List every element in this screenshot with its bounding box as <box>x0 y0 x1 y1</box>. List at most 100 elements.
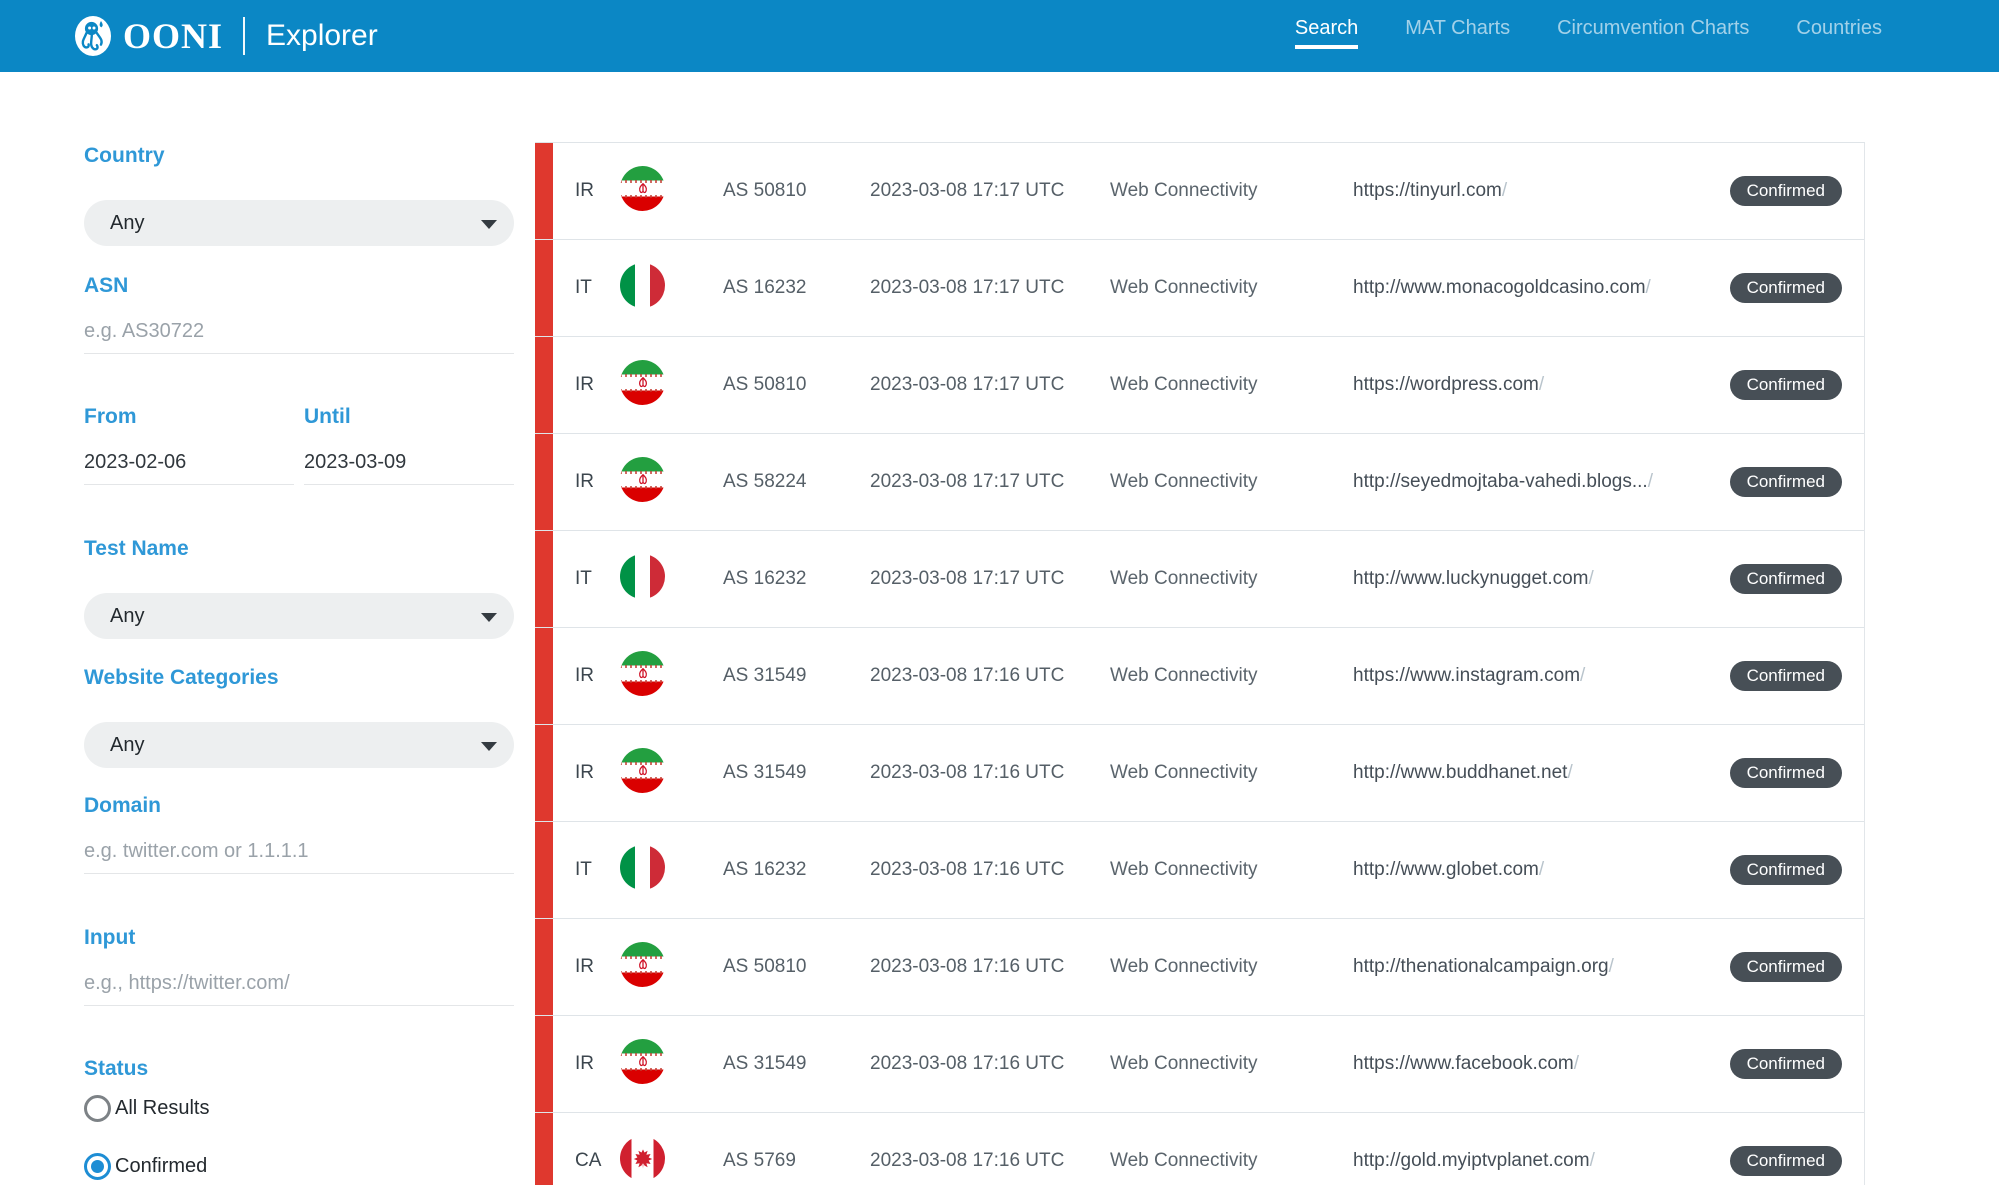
test-name-select[interactable]: Any <box>84 593 514 639</box>
test-name-value: Web Connectivity <box>1110 1150 1258 1171</box>
country-flag-icon <box>620 360 665 405</box>
test-name-value: Web Connectivity <box>1110 471 1258 492</box>
radio-all-results[interactable]: All Results <box>84 1091 514 1125</box>
country-code: IR <box>575 374 594 395</box>
measurement-row[interactable]: IR AS 58224 2023-03-08 17:17 UTC Web Con… <box>535 434 1864 531</box>
flag-cell <box>620 1136 723 1185</box>
radio-all-results-label: All Results <box>115 1096 210 1119</box>
url-text: http://gold.myiptvplanet.com <box>1353 1150 1590 1171</box>
brand-name: OONI <box>123 16 224 56</box>
measurement-row[interactable]: IR AS 31549 2023-03-08 17:16 UTC Web Con… <box>535 725 1864 822</box>
url-trailing-slash: / <box>1567 762 1573 783</box>
measurement-url: http://www.globet.com/ <box>1353 859 1730 881</box>
domain-label: Domain <box>84 794 162 817</box>
iran-emblem-icon <box>638 473 647 484</box>
measurement-row[interactable]: IR AS 31549 2023-03-08 17:16 UTC Web Con… <box>535 1016 1864 1113</box>
measurement-url: http://thenationalcampaign.org/ <box>1353 956 1730 978</box>
test-name-value: Web Connectivity <box>1110 374 1258 395</box>
flag-band <box>620 1067 665 1071</box>
url-text: http://www.monacogoldcasino.com <box>1353 277 1646 298</box>
measurement-row[interactable]: IR AS 31549 2023-03-08 17:16 UTC Web Con… <box>535 628 1864 725</box>
measurement-url: https://www.facebook.com/ <box>1353 1053 1730 1075</box>
url-trailing-slash: / <box>1538 374 1545 395</box>
input-url-input[interactable] <box>84 962 514 1006</box>
radio-confirmed-label: Confirmed <box>115 1154 208 1177</box>
iran-emblem-icon <box>638 764 647 775</box>
domain-input[interactable] <box>84 830 514 874</box>
flag-cell <box>620 166 723 216</box>
measurement-date: 2023-03-08 17:16 UTC <box>870 665 1065 686</box>
website-categories-select-value: Any <box>110 733 145 756</box>
test-name-select-value: Any <box>110 604 145 627</box>
measurement-row[interactable]: IT AS 16232 2023-03-08 17:16 UTC Web Con… <box>535 822 1864 919</box>
country-flag-icon <box>620 748 665 793</box>
measurement-date: 2023-03-08 17:17 UTC <box>870 180 1065 201</box>
country-flag-icon <box>620 554 665 599</box>
measurement-url: http://www.monacogoldcasino.com/ <box>1353 277 1730 299</box>
flag-cell <box>620 748 723 798</box>
iran-emblem-icon <box>638 958 647 969</box>
status-badge: Confirmed <box>1729 952 1842 982</box>
ooni-explorer-logo[interactable]: OONI Explorer <box>74 15 378 57</box>
asn-value: AS 31549 <box>723 665 807 686</box>
radio-confirmed[interactable]: Confirmed <box>84 1149 514 1183</box>
url-trailing-slash: / <box>1501 180 1508 201</box>
country-flag-icon <box>620 457 665 502</box>
asn-value: AS 16232 <box>723 277 807 298</box>
status-badge: Confirmed <box>1729 176 1842 206</box>
measurement-url: http://seyedmojtaba-vahedi.blogs.../ <box>1353 471 1730 493</box>
measurement-row[interactable]: IT AS 16232 2023-03-08 17:17 UTC Web Con… <box>535 240 1864 337</box>
chevron-down-icon <box>481 613 497 622</box>
url-text: https://tinyurl.com <box>1353 180 1502 201</box>
website-categories-select[interactable]: Any <box>84 722 514 768</box>
country-code: IR <box>575 762 594 783</box>
until-date-input[interactable] <box>304 441 514 485</box>
url-text: http://www.globet.com <box>1353 859 1539 880</box>
radio-selected-icon <box>84 1152 111 1180</box>
measurement-date: 2023-03-08 17:17 UTC <box>870 471 1065 492</box>
measurement-row[interactable]: IR AS 50810 2023-03-08 17:17 UTC Web Con… <box>535 143 1864 240</box>
iran-emblem-icon <box>638 1055 647 1066</box>
filter-input: Input <box>84 926 514 1006</box>
results-list: IR AS 50810 2023-03-08 17:17 UTC Web Con… <box>535 142 1865 1185</box>
chevron-down-icon <box>481 220 497 229</box>
test-name-value: Web Connectivity <box>1110 956 1258 977</box>
country-flag-icon <box>620 651 665 696</box>
flag-band <box>620 194 665 198</box>
iran-emblem-icon <box>638 667 647 678</box>
measurement-row[interactable]: CA AS 5769 2023-03-08 17:16 UTC Web Conn… <box>535 1113 1864 1185</box>
website-categories-label: Website Categories <box>84 666 279 689</box>
measurement-date: 2023-03-08 17:17 UTC <box>870 277 1065 298</box>
filter-until: Until <box>304 405 514 485</box>
measurement-row[interactable]: IR AS 50810 2023-03-08 17:17 UTC Web Con… <box>535 337 1864 434</box>
status-badge: Confirmed <box>1729 855 1842 885</box>
filter-asn: ASN <box>84 274 514 354</box>
flag-cell <box>620 360 723 410</box>
filter-domain: Domain <box>84 794 514 874</box>
maple-leaf-icon <box>633 1148 652 1169</box>
country-code: IT <box>575 277 592 298</box>
nav-tab-countries[interactable]: Countries <box>1796 17 1882 39</box>
filter-dates: From Until <box>84 405 514 485</box>
country-code: IR <box>575 471 594 492</box>
url-text: https://www.facebook.com <box>1353 1053 1574 1074</box>
from-label: From <box>84 405 137 428</box>
flag-band <box>620 679 665 683</box>
nav-tab-circumvention-charts[interactable]: Circumvention Charts <box>1557 17 1750 39</box>
nav-tab-search[interactable]: Search <box>1294 17 1359 49</box>
asn-input[interactable] <box>84 310 514 354</box>
url-text: http://www.buddhanet.net <box>1353 762 1568 783</box>
nav-tab-mat-charts[interactable]: MAT Charts <box>1405 17 1511 39</box>
country-select[interactable]: Any <box>84 200 514 246</box>
filter-website-categories: Website Categories Any <box>84 666 514 768</box>
measurement-date: 2023-03-08 17:16 UTC <box>870 859 1065 880</box>
measurement-row[interactable]: IT AS 16232 2023-03-08 17:17 UTC Web Con… <box>535 531 1864 628</box>
flag-band <box>620 485 665 489</box>
flag-cell <box>620 457 723 507</box>
asn-value: AS 16232 <box>723 859 807 880</box>
flag-cell <box>620 651 723 701</box>
country-code: IR <box>575 1053 594 1074</box>
filter-status: Status All Results Confirmed <box>84 1057 514 1183</box>
from-date-input[interactable] <box>84 441 294 485</box>
measurement-row[interactable]: IR AS 50810 2023-03-08 17:16 UTC Web Con… <box>535 919 1864 1016</box>
